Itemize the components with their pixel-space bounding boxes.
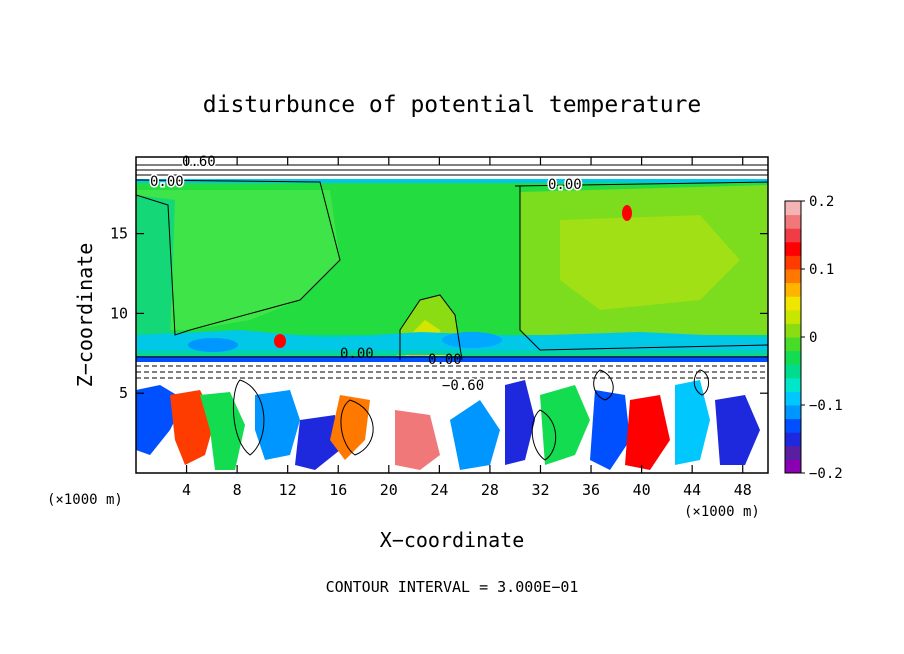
colorbar-segment [785, 323, 801, 338]
x-tick-label: 28 [481, 481, 499, 499]
contour-label: −0.60 [442, 378, 484, 394]
x-tick-label: 16 [329, 481, 347, 499]
colorbar-segment [785, 214, 801, 229]
contour-label: 0.00 [548, 177, 582, 193]
x-tick-label: 24 [430, 481, 448, 499]
contour-lines [136, 164, 768, 461]
colorbar-segment [785, 391, 801, 406]
y-axis-label: Z−coordinate [73, 243, 97, 388]
y-axis: 5 10 15 [110, 225, 768, 402]
x-axis: 4 8 12 16 20 24 28 32 36 40 44 48 [182, 157, 752, 499]
x-tick-label: 4 [182, 481, 191, 499]
colorbar-segment [785, 459, 801, 474]
colorbar-segment [785, 377, 801, 392]
colorbar-segment [785, 432, 801, 447]
plot-area [136, 157, 768, 473]
x-unit-left: (×1000 m) [47, 492, 123, 508]
x-tick-label: 40 [633, 481, 651, 499]
x-tick-label: 44 [683, 481, 701, 499]
x-axis-label: X−coordinate [380, 528, 525, 552]
colorbar-tick-label: 0 [809, 330, 817, 346]
colorbar-segment [785, 445, 801, 460]
contour-label-group: 0.00 0.60 0.00 0.00 −0.60 0.00 [149, 153, 584, 396]
y-tick-label: 10 [110, 304, 128, 322]
colorbar-segment [785, 255, 801, 270]
x-unit-right: (×1000 m) [684, 504, 760, 520]
colorbar-segment [785, 405, 801, 420]
colorbar-tick-label: 0.2 [809, 194, 834, 210]
contour-label: 0.00 [428, 352, 462, 368]
colorbar-segment [785, 241, 801, 256]
colorbar-segment [785, 418, 801, 433]
contour-interval-note: CONTOUR INTERVAL = 3.000E−01 [326, 578, 579, 596]
colorbar-tick-label: 0.1 [809, 262, 834, 278]
y-tick-label: 15 [110, 225, 128, 243]
colorbar-segment [785, 269, 801, 284]
colorbar-tick-label: −0.2 [809, 466, 843, 482]
contour-label: 0.00 [150, 174, 184, 190]
colorbar-segment [785, 337, 801, 352]
x-tick-label: 20 [380, 481, 398, 499]
colorbar-segment [785, 364, 801, 379]
contour-label: 0.00 [340, 346, 374, 362]
colorbar-segment [785, 201, 801, 216]
x-tick-label: 12 [279, 481, 297, 499]
x-tick-label: 32 [531, 481, 549, 499]
colorbar-segment [785, 228, 801, 243]
colorbar-tick-label: −0.1 [809, 398, 843, 414]
x-tick-label: 48 [734, 481, 752, 499]
chart-title: disturbunce of potential temperature [203, 92, 702, 118]
colorbar-segment [785, 296, 801, 311]
x-tick-label: 36 [582, 481, 600, 499]
colorbar-segment [785, 282, 801, 297]
colorbar: 0.2 0.1 0 −0.1 −0.2 [784, 194, 843, 482]
plot-frame [135, 156, 769, 474]
colorbar-segment [785, 350, 801, 365]
x-tick-label: 8 [233, 481, 242, 499]
y-tick-label: 5 [119, 384, 128, 402]
colorbar-segment [785, 309, 801, 324]
